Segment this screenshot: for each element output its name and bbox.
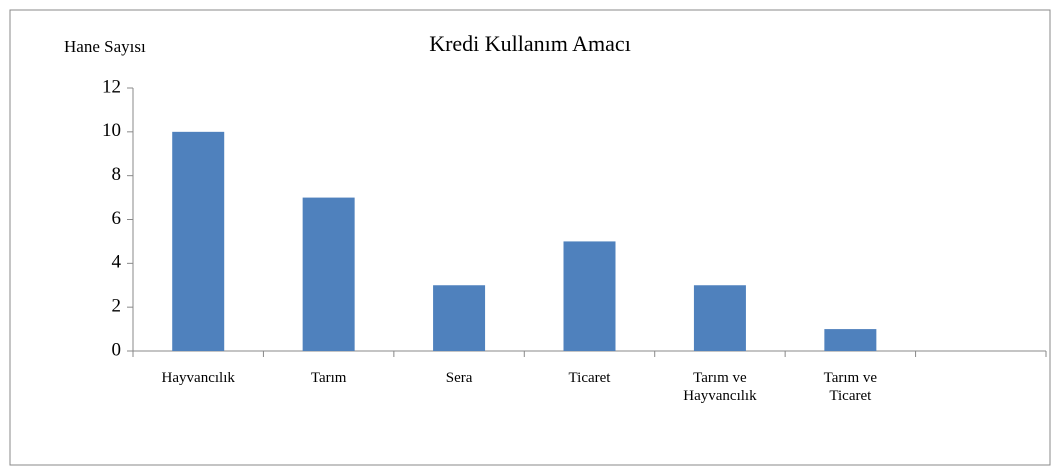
- bar: [824, 329, 877, 351]
- bar: [433, 285, 486, 351]
- bar: [172, 131, 225, 351]
- x-tick-label: Hayvancılık: [161, 370, 235, 386]
- y-tick-label: 4: [112, 252, 122, 273]
- y-axis-label: Hane Sayısı: [64, 37, 146, 56]
- y-tick-label: 12: [102, 76, 121, 97]
- y-tick-label: 8: [112, 164, 122, 185]
- x-tick-label: Sera: [445, 370, 473, 386]
- x-tick-label: Tarım ve Hayvancılık: [683, 370, 757, 404]
- x-tick-label: Tarım ve Ticaret: [823, 370, 878, 404]
- x-tick-label: Ticaret: [568, 370, 611, 386]
- y-tick-label: 2: [112, 296, 122, 317]
- bar: [563, 241, 616, 351]
- y-tick-label: 10: [102, 120, 121, 141]
- y-tick-label: 6: [112, 208, 122, 229]
- bar: [302, 197, 355, 351]
- x-tick-label: Tarım: [310, 370, 347, 386]
- chart-title: Kredi Kullanım Amacı: [429, 31, 631, 56]
- bar: [693, 285, 746, 351]
- y-tick-label: 0: [112, 339, 122, 360]
